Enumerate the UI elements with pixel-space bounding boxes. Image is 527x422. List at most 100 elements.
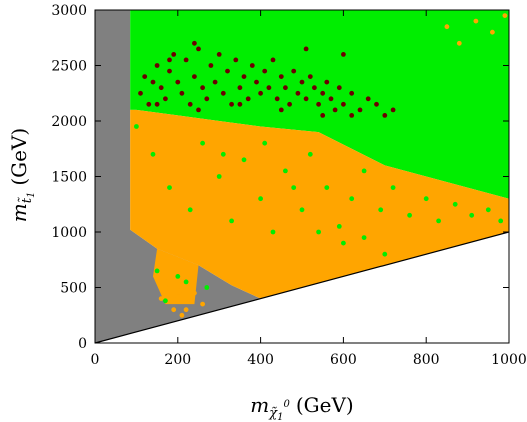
data-point-darkred-3	[150, 79, 156, 85]
x-tick-label: 1000	[491, 352, 527, 368]
data-point-darkred-31	[266, 85, 272, 91]
data-point-green-23	[469, 212, 475, 218]
x-label-sub: χ̃	[268, 406, 278, 421]
data-point-darkred-1	[142, 74, 148, 79]
data-point-darkred-65	[167, 57, 172, 63]
data-point-darkred-18	[212, 79, 218, 85]
data-point-darkred-43	[316, 101, 321, 107]
data-point-darkred-54	[382, 113, 388, 118]
data-point-green-11	[299, 207, 305, 213]
data-point-orange-7	[187, 298, 193, 304]
x-label-unit: (GeV)	[296, 393, 354, 417]
data-point-orange-14	[165, 279, 170, 285]
data-point-darkred-5	[158, 85, 164, 91]
data-point-darkred-41	[307, 74, 313, 79]
data-point-darkred-53	[374, 101, 379, 107]
data-point-darkred-14	[196, 46, 201, 52]
data-point-orange-4	[502, 13, 508, 18]
data-point-green-19	[407, 212, 412, 218]
x-axis-ticks: 0 200 400 600 800 1000	[91, 10, 527, 368]
data-point-green-2	[167, 185, 172, 191]
data-point-darkred-28	[254, 79, 259, 85]
data-point-darkred-62	[341, 52, 346, 57]
data-point-darkred-50	[349, 90, 355, 96]
data-point-darkred-26	[245, 96, 251, 102]
data-point-darkred-36	[287, 101, 292, 107]
x-label-sup: 0	[283, 399, 290, 410]
data-point-green-0	[134, 124, 139, 129]
data-point-green-10	[283, 168, 288, 174]
data-point-orange-9	[179, 312, 185, 318]
x-tick-label: 200	[164, 352, 191, 368]
data-point-darkred-38	[295, 90, 301, 96]
data-point-darkred-2	[146, 101, 152, 107]
data-point-green-36	[361, 235, 367, 241]
data-point-darkred-21	[225, 68, 230, 74]
y-label-main: m	[7, 203, 31, 222]
data-point-darkred-39	[299, 79, 305, 85]
data-point-green-27	[175, 274, 181, 279]
data-point-darkred-61	[349, 113, 355, 118]
data-point-darkred-19	[216, 52, 222, 57]
data-point-darkred-60	[320, 113, 326, 118]
data-points	[134, 13, 508, 318]
data-point-darkred-27	[249, 63, 255, 68]
data-point-darkred-48	[336, 85, 342, 91]
data-point-darkred-37	[291, 68, 297, 74]
data-point-orange-15	[177, 288, 183, 294]
x-tick-label: 400	[247, 352, 274, 368]
data-point-orange-13	[183, 307, 189, 313]
data-point-green-8	[258, 196, 263, 202]
data-point-green-25	[498, 218, 504, 224]
data-point-orange-16	[189, 282, 195, 288]
data-point-darkred-17	[208, 63, 214, 68]
data-point-darkred-55	[390, 107, 396, 113]
data-point-green-31	[220, 151, 226, 157]
data-point-darkred-8	[171, 52, 177, 57]
data-point-darkred-51	[357, 107, 363, 113]
y-tick-label: 1500	[51, 170, 87, 186]
y-tick-label: 2000	[51, 114, 87, 130]
data-point-green-22	[452, 201, 458, 207]
data-point-darkred-30	[262, 68, 268, 74]
data-point-green-26	[154, 268, 160, 274]
data-point-green-20	[423, 196, 429, 202]
x-label-subsub: 1	[277, 412, 283, 422]
data-point-darkred-25	[241, 74, 247, 79]
x-tick-label: 0	[91, 352, 100, 368]
data-point-green-15	[349, 196, 355, 202]
data-regions	[95, 10, 509, 343]
y-label-unit: (GeV)	[7, 128, 31, 186]
data-point-darkred-59	[278, 107, 284, 113]
data-point-darkred-52	[365, 96, 371, 102]
region-gray-0	[95, 10, 261, 343]
data-point-darkred-47	[332, 107, 338, 113]
data-point-green-29	[163, 298, 168, 304]
data-point-darkred-23	[233, 57, 239, 63]
data-point-darkred-33	[274, 96, 280, 102]
data-point-darkred-29	[258, 90, 263, 96]
data-point-darkred-64	[192, 40, 197, 46]
data-point-green-6	[229, 218, 235, 224]
region-orange-2	[130, 109, 509, 299]
diagonal-reference-line	[94, 231, 510, 344]
data-point-green-9	[270, 229, 276, 235]
data-point-orange-12	[200, 301, 206, 307]
data-point-darkred-40	[303, 96, 309, 102]
data-point-orange-2	[490, 29, 495, 35]
y-axis-label: mt̃1 (GeV)	[7, 128, 37, 222]
data-point-green-35	[341, 240, 346, 246]
data-point-darkred-10	[179, 90, 185, 96]
data-point-darkred-22	[229, 101, 235, 107]
data-point-darkred-56	[154, 101, 160, 107]
data-point-green-14	[336, 224, 342, 229]
data-point-green-7	[241, 157, 247, 163]
data-point-darkred-0	[138, 90, 143, 96]
y-tick-label: 2500	[51, 59, 87, 75]
data-point-green-13	[324, 185, 330, 191]
data-point-orange-5	[167, 285, 172, 290]
data-point-darkred-16	[204, 96, 210, 102]
data-point-green-4	[200, 140, 206, 146]
data-point-darkred-44	[320, 90, 326, 96]
